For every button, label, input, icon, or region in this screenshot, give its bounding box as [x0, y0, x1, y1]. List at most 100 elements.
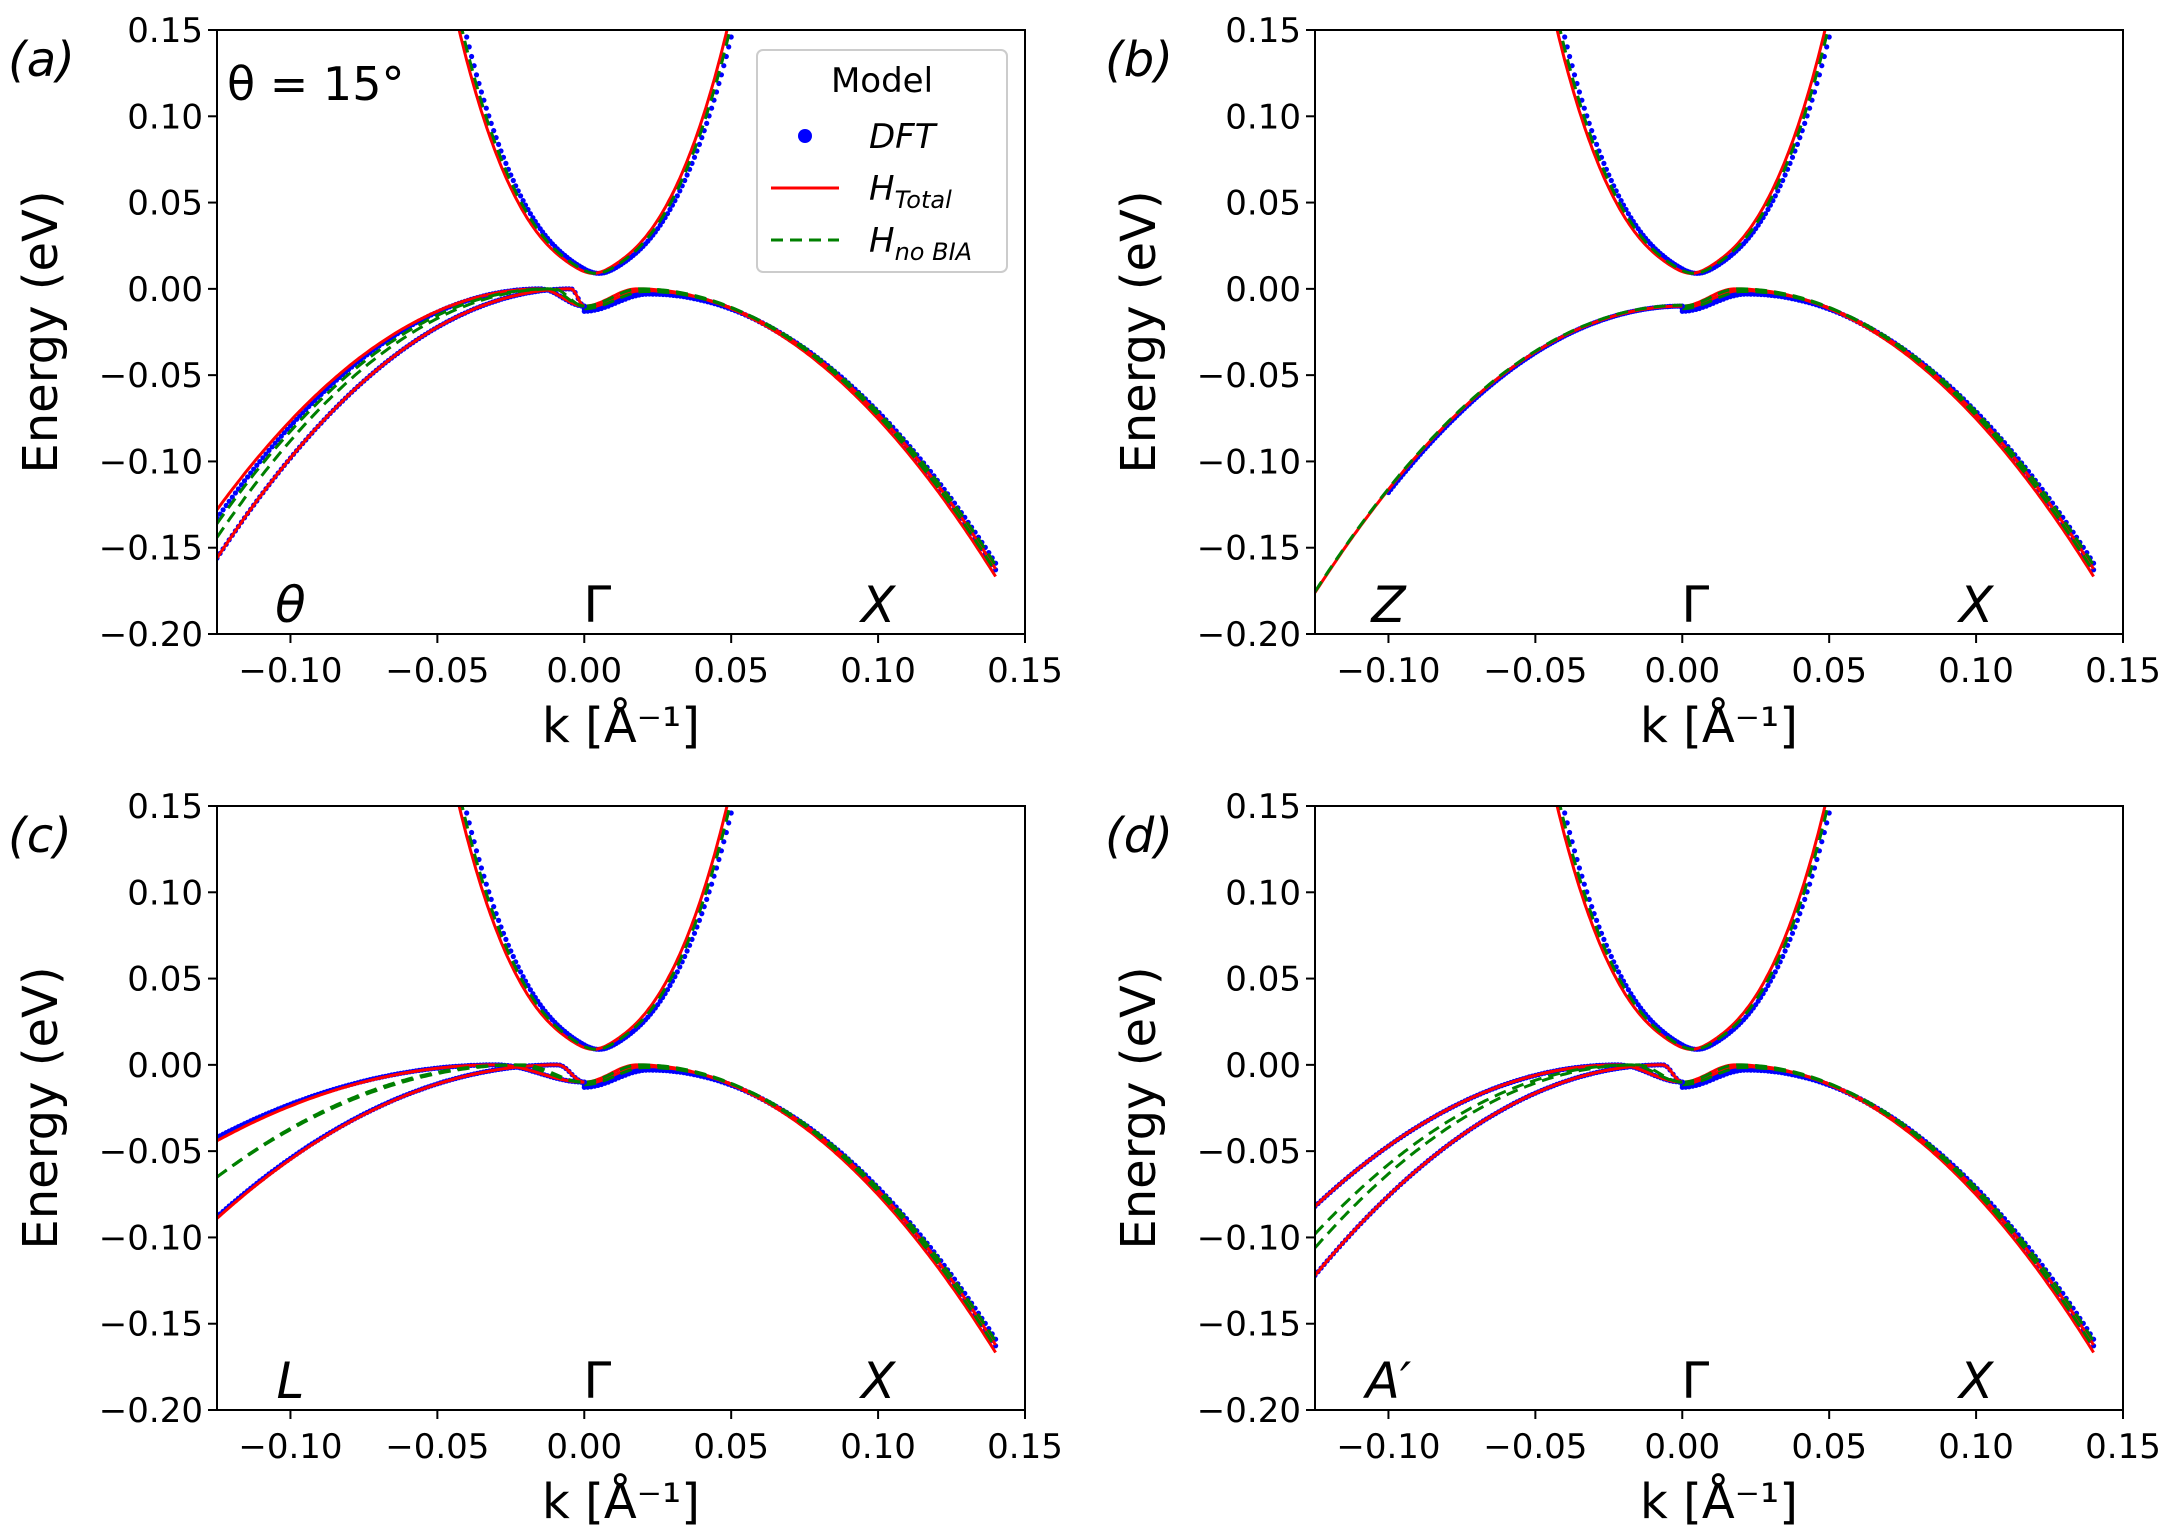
- dft-point: [290, 420, 297, 426]
- y-axis-label: Energy (eV): [1111, 190, 1167, 473]
- x-tick-label: 0.10: [1938, 651, 2014, 691]
- y-tick-label: −0.15: [1197, 529, 1301, 569]
- y-tick-label: 0.00: [1225, 270, 1301, 310]
- x-tick-label: 0.10: [840, 1427, 916, 1467]
- hnobia-valence-left-1: [217, 287, 585, 525]
- hnobia-conduction: [460, 30, 732, 275]
- y-tick-label: −0.10: [99, 442, 203, 482]
- y-tick-label: −0.05: [99, 356, 203, 396]
- dft-point: [691, 930, 698, 936]
- kpoint-label: Γ: [583, 1352, 611, 1410]
- y-tick-label: 0.10: [1225, 873, 1301, 913]
- plot-area: [217, 30, 999, 578]
- hnobia-valence-right-1: [584, 1063, 997, 1349]
- dft-point: [496, 141, 502, 147]
- legend-entry: DFT: [798, 117, 938, 157]
- dft-point: [275, 437, 281, 443]
- dft-point: [473, 72, 480, 78]
- x-tick-label: 0.00: [546, 651, 622, 691]
- dft-valence-left-2: [217, 286, 587, 561]
- htotal-conduction: [457, 30, 729, 275]
- dft-point: [260, 455, 266, 461]
- dft-point: [1789, 930, 1796, 936]
- panel-label: (d): [1105, 808, 1173, 864]
- dft-valence-left: [1385, 303, 1685, 496]
- dft-point: [1762, 211, 1769, 217]
- dft-point: [1794, 917, 1800, 924]
- y-tick-label: −0.20: [99, 615, 203, 655]
- dft-point: [1560, 24, 1565, 29]
- x-tick-label: −0.05: [1483, 651, 1587, 691]
- dft-point: [1594, 917, 1600, 924]
- x-tick-label: −0.05: [385, 1427, 489, 1467]
- kpoint-label: A′: [1363, 1352, 1412, 1410]
- dft-point: [1755, 222, 1761, 228]
- dft-point: [1807, 105, 1813, 111]
- x-tick-label: −0.10: [1336, 1427, 1440, 1467]
- x-axis-label: k [Å⁻¹]: [542, 1473, 700, 1530]
- dft-point: [464, 810, 470, 816]
- dft-point: [1555, 3, 1560, 8]
- panel-d: −0.10 −0.05 0.00 0.05 0.10 0.15 −0.20 −0.15 −0.1…: [1105, 708, 2161, 1530]
- dft-point: [462, 800, 467, 805]
- hnobia-valence-left: [1315, 303, 1683, 593]
- y-tick-label: 0.10: [127, 97, 203, 137]
- dft-point: [1802, 120, 1808, 126]
- dft-point: [478, 865, 484, 871]
- dft-point: [442, 708, 447, 713]
- x-tick-label: 0.15: [987, 1427, 1063, 1467]
- dft-conduction: [464, 34, 734, 276]
- panels: −0.10 −0.05 0.00 0.05 0.10 0.15 −0.20 −0.15 −0.1…: [8, 3, 2161, 1530]
- hnobia-valence-left-1: [1315, 1063, 1683, 1236]
- dft-point: [1545, 733, 1550, 738]
- panel-label: (b): [1105, 32, 1173, 88]
- htotal-valence-left-2: [217, 287, 585, 559]
- hnobia-conduction: [1558, 806, 1830, 1051]
- hnobia-valence-right-2: [1682, 289, 2095, 566]
- dft-point: [1540, 708, 1545, 713]
- dft-point: [1807, 881, 1813, 887]
- dft-point: [272, 440, 278, 446]
- kpoint-label: X: [858, 1352, 897, 1410]
- y-tick-label: −0.10: [1197, 442, 1301, 482]
- dft-point: [674, 193, 680, 199]
- panel-a: −0.10 −0.05 0.00 0.05 0.10 0.15 −0.20 −0.15 −0.1…: [8, 11, 1063, 754]
- dft-point: [1567, 829, 1573, 836]
- dft-point: [684, 948, 690, 954]
- dft-point: [496, 917, 502, 924]
- x-tick-label: 0.05: [1791, 651, 1867, 691]
- htotal-valence-right-1: [584, 287, 997, 578]
- dft-point: [440, 695, 445, 700]
- dft-point: [1601, 160, 1607, 166]
- kpoint-label: X: [1956, 576, 1995, 634]
- dft-point: [1765, 982, 1771, 989]
- dft-point: [527, 987, 534, 993]
- htotal-valence-right-1: [1682, 287, 2095, 578]
- htotal-valence-right-2: [1682, 1065, 2095, 1346]
- dft-point: [1625, 987, 1631, 993]
- dft-point: [657, 998, 663, 1004]
- hnobia-valence-left-2: [217, 287, 585, 539]
- dft-valence-right-1: [1679, 288, 2097, 573]
- dft-valence-right-2: [1679, 1067, 2097, 1342]
- y-axis-label: Energy (eV): [13, 190, 69, 473]
- dft-point: [1802, 896, 1808, 903]
- dft-point: [1571, 848, 1578, 854]
- dft-point: [459, 790, 464, 795]
- y-tick-label: 0.05: [1225, 960, 1301, 1000]
- dft-point: [696, 141, 703, 147]
- dft-point: [1571, 72, 1578, 78]
- dft-point: [691, 154, 698, 160]
- plot-area: [1315, 3, 2097, 594]
- dft-point: [464, 34, 470, 40]
- dft-point: [454, 768, 459, 773]
- x-tick-label: 0.10: [1938, 1427, 2014, 1467]
- axes-frame: [1314, 805, 2124, 1411]
- legend-box: [756, 49, 1008, 273]
- dft-point: [503, 160, 509, 166]
- y-tick-label: 0.10: [127, 873, 203, 913]
- dft-point: [510, 177, 516, 184]
- htotal-valence-left-1: [217, 1063, 585, 1143]
- kpoint-label: Γ: [1681, 1352, 1709, 1410]
- dft-point: [452, 757, 457, 762]
